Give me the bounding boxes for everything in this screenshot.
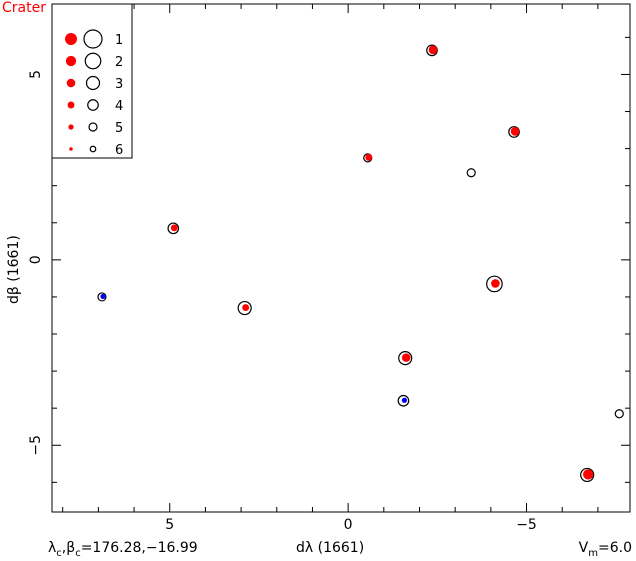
x-axis-label: dλ (1661) xyxy=(296,540,365,556)
axis-tick-labels: 5 0 −5 5 0 −5 xyxy=(28,70,537,533)
limiting-magnitude: Vm=6.0 xyxy=(579,540,632,559)
legend-dot xyxy=(65,33,77,45)
legend-ring xyxy=(87,99,99,111)
legend-label: 6 xyxy=(115,143,123,158)
beta-symbol: β xyxy=(66,540,76,556)
center-values: =176.28,−16.99 xyxy=(80,540,198,556)
vmag-symbol: V xyxy=(578,540,589,556)
lambda-symbol: λ xyxy=(48,540,57,556)
legend-dot xyxy=(67,101,75,109)
vmag-value: =6.0 xyxy=(598,540,632,556)
data-points xyxy=(97,44,624,483)
vmag-subscript: m xyxy=(588,547,598,559)
beta-subscript: c xyxy=(75,547,81,559)
x-tick-label: 0 xyxy=(344,517,353,533)
star-dot-red xyxy=(428,45,438,55)
star-ring xyxy=(466,168,476,178)
axis-ticks xyxy=(52,4,630,512)
star-dot-red xyxy=(170,224,178,232)
y-axis-label-text: dβ (1661) xyxy=(6,235,22,304)
legend-ring xyxy=(85,75,101,91)
plot-border xyxy=(51,3,631,513)
x-tick-label: 5 xyxy=(165,517,174,533)
legend-label: 5 xyxy=(115,121,123,136)
x-tick-label: −5 xyxy=(516,517,537,533)
legend-dot xyxy=(69,147,73,151)
legend-dot xyxy=(68,124,74,130)
star-dot-red xyxy=(242,304,250,312)
star-dot-red xyxy=(491,279,500,288)
star-dot-red xyxy=(365,153,373,161)
legend-ring xyxy=(84,52,102,70)
star-dot-red xyxy=(510,127,520,136)
y-tick-label: 5 xyxy=(28,70,44,79)
star-dot-blue xyxy=(100,293,106,300)
y-tick-label: 0 xyxy=(28,255,44,264)
lambda-subscript: c xyxy=(56,547,62,559)
legend: 1 2 3 4 5 6 xyxy=(51,3,133,159)
legend-label: 4 xyxy=(115,99,123,114)
y-tick-label: −5 xyxy=(28,435,44,456)
legend-ring xyxy=(83,29,103,49)
legend-label: 2 xyxy=(115,55,123,70)
y-axis-label: dβ (1661) xyxy=(6,235,22,304)
star-dot-red xyxy=(401,353,411,362)
legend-label: 3 xyxy=(115,77,123,92)
star-dot-blue xyxy=(401,397,408,403)
star-dot-red xyxy=(583,469,594,480)
legend-dot xyxy=(65,55,77,67)
legend-ring xyxy=(89,145,97,153)
star-ring xyxy=(614,409,624,419)
chart-title: Crater xyxy=(2,0,46,16)
legend-ring xyxy=(88,122,98,132)
legend-label: 1 xyxy=(115,33,123,48)
plot-frame xyxy=(51,3,631,513)
center-coordinates: λc,βc=176.28,−16.99 xyxy=(48,540,198,559)
legend-dot xyxy=(66,78,76,88)
